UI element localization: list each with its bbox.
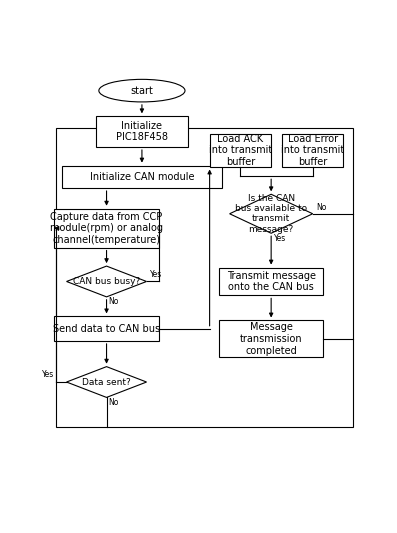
- Text: Load Error
into transmit
buffer: Load Error into transmit buffer: [281, 134, 344, 167]
- FancyBboxPatch shape: [54, 208, 159, 248]
- Text: Message
transmission
completed: Message transmission completed: [240, 322, 303, 356]
- FancyBboxPatch shape: [282, 134, 343, 166]
- Ellipse shape: [99, 79, 185, 102]
- Text: No: No: [108, 297, 118, 306]
- Text: Yes: Yes: [42, 370, 54, 379]
- Text: Transmit message
onto the CAN bus: Transmit message onto the CAN bus: [227, 271, 316, 292]
- Polygon shape: [67, 367, 146, 398]
- FancyBboxPatch shape: [219, 320, 324, 358]
- FancyBboxPatch shape: [219, 268, 324, 295]
- Text: Yes: Yes: [274, 233, 287, 243]
- Text: Is the CAN
bus available to
transmit
message?: Is the CAN bus available to transmit mes…: [235, 193, 307, 234]
- Text: Initialize CAN module: Initialize CAN module: [90, 172, 194, 182]
- Text: No: No: [316, 203, 326, 212]
- Polygon shape: [229, 194, 313, 233]
- Text: Data sent?: Data sent?: [82, 377, 131, 386]
- Text: No: No: [108, 398, 118, 407]
- Text: Yes: Yes: [150, 270, 162, 279]
- Text: Capture data from CCP
module(rpm) or analog
channel(temperature): Capture data from CCP module(rpm) or ana…: [50, 212, 163, 245]
- Polygon shape: [67, 266, 146, 297]
- Text: Send data to CAN bus: Send data to CAN bus: [53, 324, 160, 334]
- FancyBboxPatch shape: [56, 127, 353, 427]
- FancyBboxPatch shape: [62, 166, 222, 188]
- Text: Initialize
PIC18F458: Initialize PIC18F458: [116, 121, 168, 142]
- FancyBboxPatch shape: [210, 134, 271, 166]
- Text: start: start: [131, 86, 153, 95]
- Text: CAN bus busy?: CAN bus busy?: [73, 277, 140, 286]
- FancyBboxPatch shape: [96, 116, 188, 147]
- Text: Load ACK
into transmit
buffer: Load ACK into transmit buffer: [209, 134, 272, 167]
- FancyBboxPatch shape: [54, 317, 159, 341]
